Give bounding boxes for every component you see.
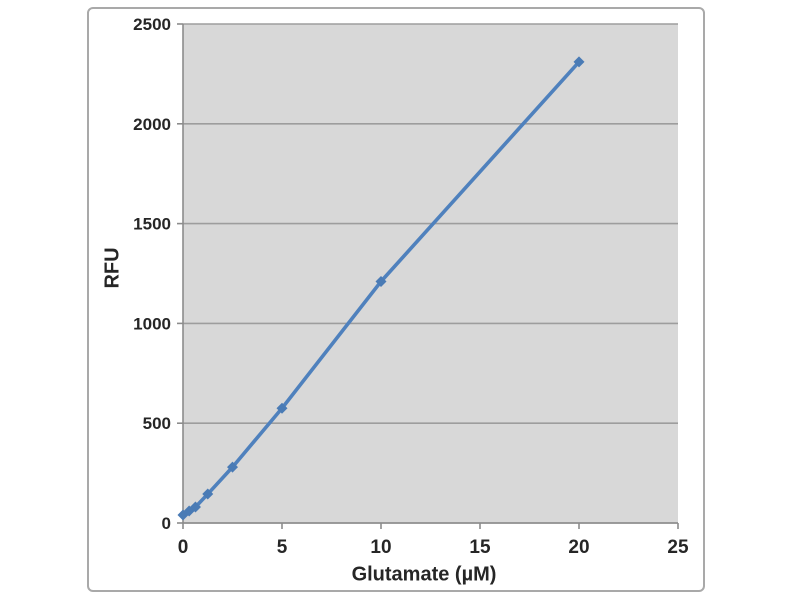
y-tick-label-500: 500 xyxy=(143,414,171,433)
x-tick-label-5: 5 xyxy=(277,537,288,558)
y-tick-label-1500: 1500 xyxy=(133,215,171,234)
data-point-marker xyxy=(276,402,288,414)
tick-labels: 0 500 1000 1500 2000 2500 0 5 10 15 20 25 xyxy=(133,15,689,558)
y-tick-label-1000: 1000 xyxy=(133,314,171,333)
y-tick-label-2500: 2500 xyxy=(133,15,171,34)
data-point-marker xyxy=(227,461,238,473)
x-tick-label-15: 15 xyxy=(469,537,491,558)
y-tick-label-2000: 2000 xyxy=(133,115,171,134)
x-tick-label-20: 20 xyxy=(568,537,589,558)
x-tick-label-10: 10 xyxy=(370,537,391,558)
x-axis-title: Glutamate (µM) xyxy=(351,563,497,586)
y-axis-title: RFU xyxy=(101,247,124,289)
x-tick-label-25: 25 xyxy=(667,537,689,558)
axes xyxy=(182,24,678,524)
data-point-marker xyxy=(375,275,387,287)
data-point-marker xyxy=(202,488,214,500)
plot-area xyxy=(183,24,678,523)
series-markers xyxy=(177,56,585,521)
y-tick-label-0: 0 xyxy=(162,514,171,533)
tick-marks xyxy=(177,23,679,529)
x-tick-label-0: 0 xyxy=(178,537,189,558)
data-point-marker xyxy=(189,501,201,513)
data-point-marker xyxy=(573,56,585,68)
